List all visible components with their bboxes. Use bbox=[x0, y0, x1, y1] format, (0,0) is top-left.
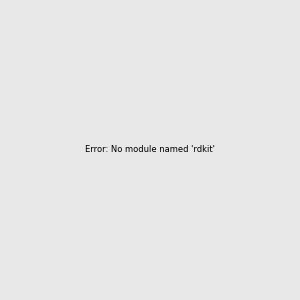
Text: Error: No module named 'rdkit': Error: No module named 'rdkit' bbox=[85, 146, 215, 154]
